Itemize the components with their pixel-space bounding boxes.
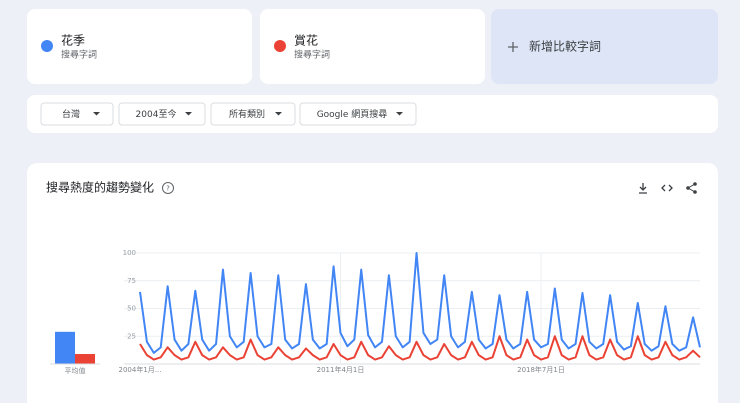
term-card[interactable] — [27, 9, 252, 84]
term-card[interactable] — [260, 9, 485, 84]
x-tick-label: 平均值 — [65, 366, 86, 375]
term-name: 花季 — [61, 33, 85, 48]
filter-dropdown[interactable] — [118, 102, 206, 126]
x-tick-label: 2004年1月... — [119, 365, 162, 374]
filter-dropdown[interactable] — [40, 102, 114, 126]
term-name: 賞花 — [294, 33, 318, 48]
share-icon[interactable] — [686, 182, 697, 194]
filter-dropdown[interactable] — [210, 102, 296, 126]
term-subtitle: 搜尋字詞 — [61, 49, 97, 61]
y-tick-label: 50 — [127, 305, 136, 313]
add-term-card[interactable] — [491, 9, 718, 84]
filter-label: 所有類別 — [229, 108, 265, 120]
term-dot — [274, 40, 286, 52]
y-tick-label: 25 — [127, 332, 136, 340]
filter-dropdown[interactable] — [299, 102, 417, 126]
plus-icon — [508, 42, 518, 52]
dropdown-arrow — [185, 112, 192, 116]
embed-icon[interactable] — [661, 184, 673, 192]
filter-label: 2004至今 — [136, 108, 177, 120]
y-tick-label: 75 — [127, 277, 136, 285]
filter-label: Google 網頁搜尋 — [317, 108, 388, 120]
series-line — [139, 252, 701, 354]
dropdown-arrow — [396, 112, 403, 116]
add-term: 新增比較字詞 — [529, 39, 601, 54]
term-dot — [41, 40, 53, 52]
help-icon[interactable] — [162, 182, 174, 194]
bar — [55, 331, 75, 364]
dropdown-arrow — [275, 112, 282, 116]
dropdown-arrow — [93, 112, 100, 116]
section-title: 搜尋熱度的趨勢變化 — [46, 180, 154, 195]
x-tick-label: 2018年7月1日 — [517, 365, 565, 374]
download-icon[interactable] — [639, 183, 647, 194]
chart-card — [27, 163, 718, 403]
filter-label: 台灣 — [62, 108, 80, 120]
bar — [75, 354, 95, 364]
term-subtitle: 搜尋字詞 — [294, 49, 330, 61]
series-line — [139, 335, 701, 361]
help-icon-mark: ? — [166, 185, 170, 193]
y-tick-label: 100 — [123, 249, 136, 257]
x-tick-label: 2011年4月1日 — [317, 365, 365, 374]
